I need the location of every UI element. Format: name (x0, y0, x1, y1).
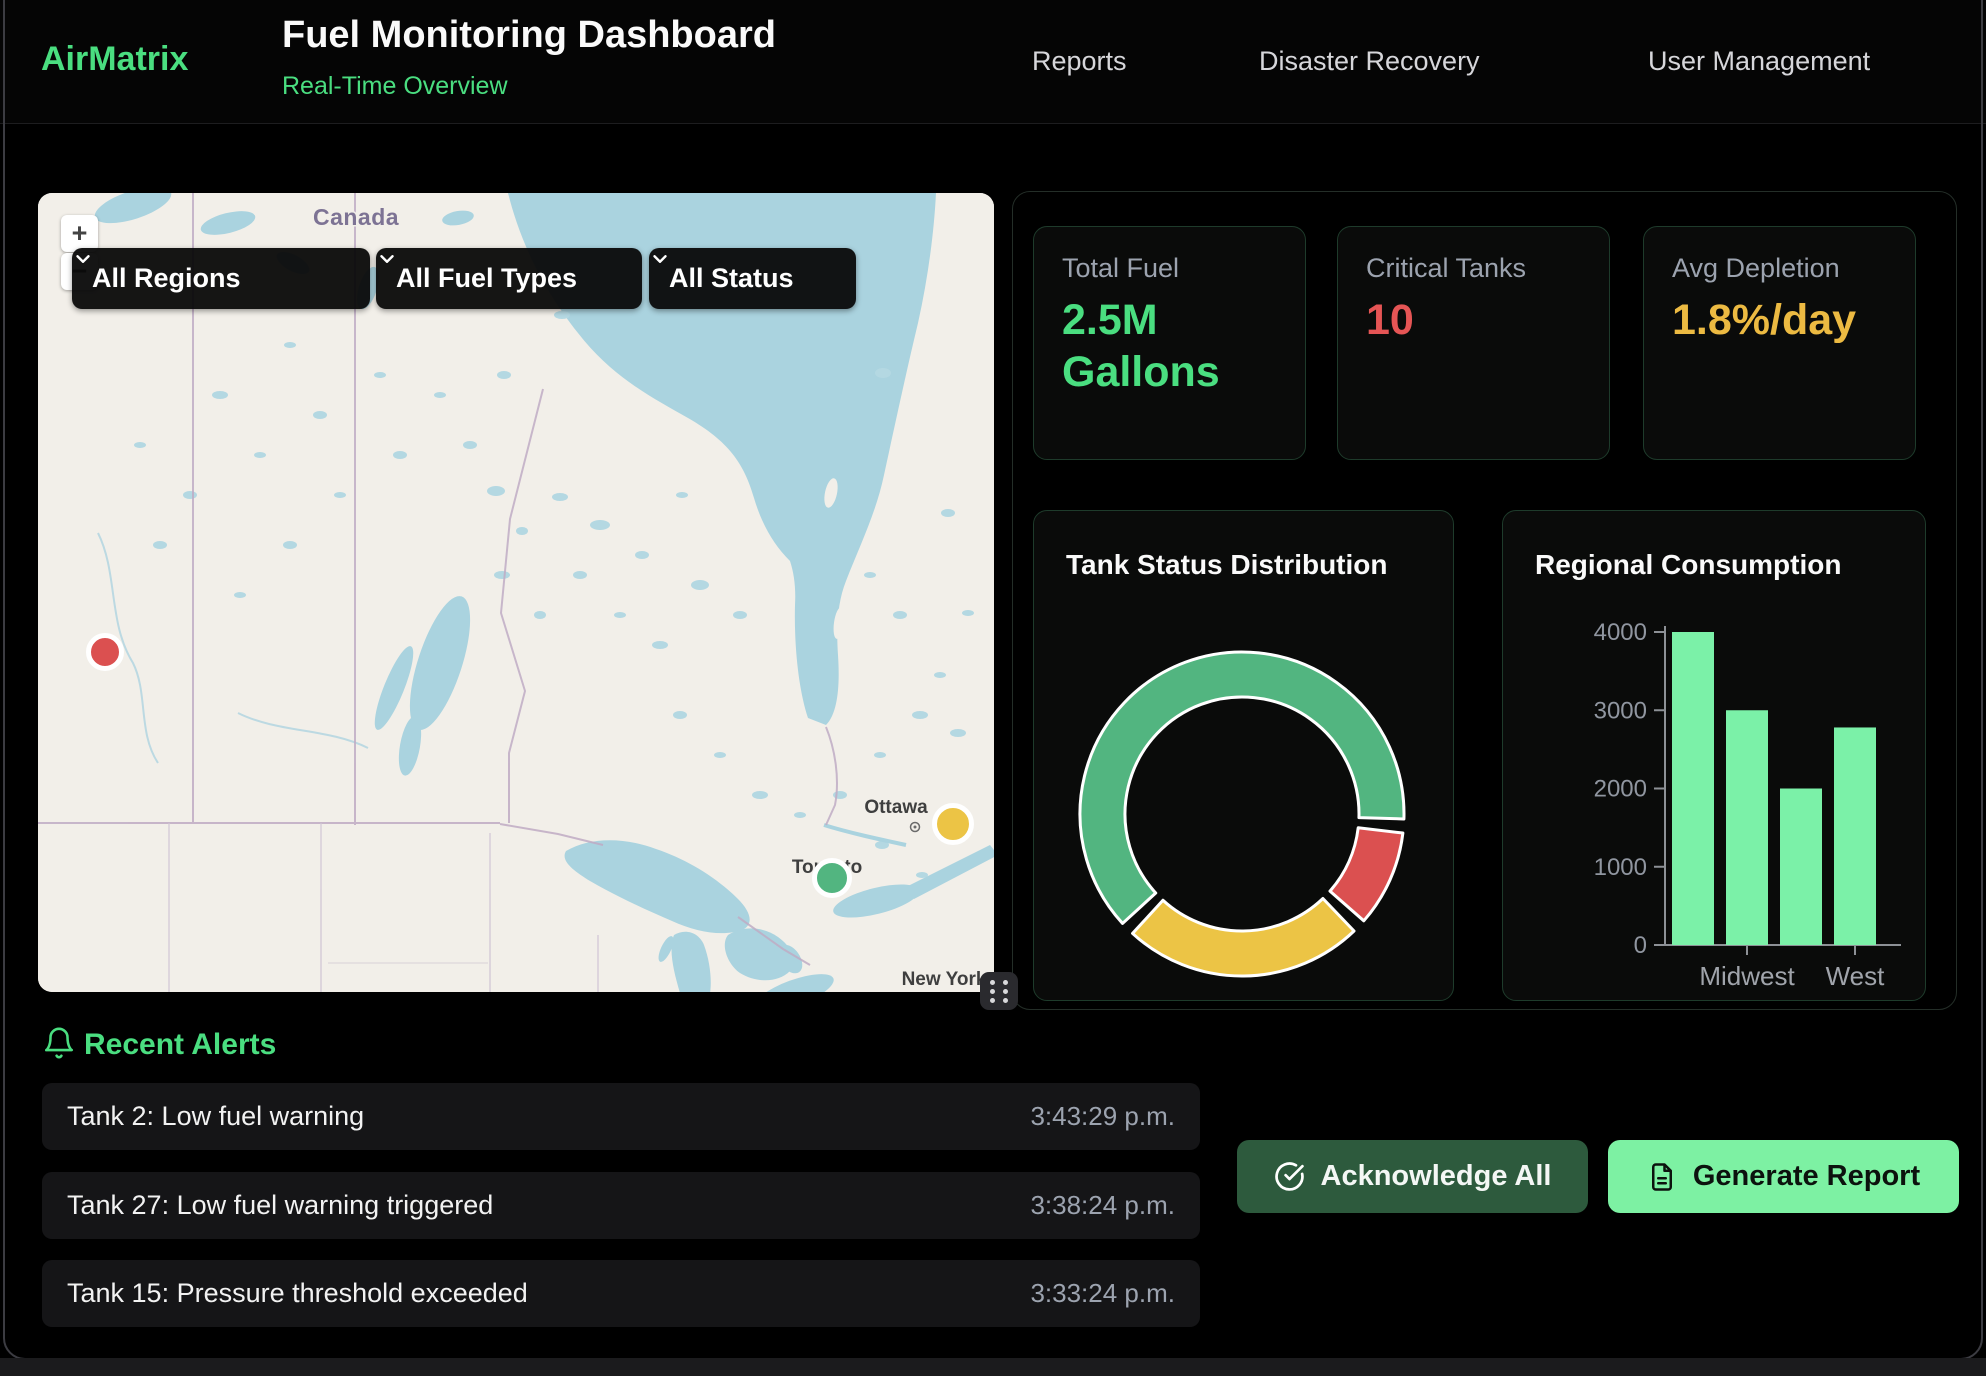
status-filter-dropdown[interactable]: All Status (649, 248, 856, 309)
svg-text:4000: 4000 (1594, 619, 1647, 646)
bottom-strip (0, 1358, 1986, 1376)
stat-label: Avg Depletion (1672, 253, 1840, 283)
bell-icon (44, 1027, 74, 1059)
alert-time: 3:33:24 p.m. (1030, 1278, 1175, 1308)
ottawa-city-symbol (909, 821, 921, 833)
brand-logo: AirMatrix (41, 40, 189, 78)
map-label-new-york: New York (902, 969, 987, 990)
alert-row[interactable]: Tank 2: Low fuel warning 3:43:29 p.m. (42, 1083, 1200, 1150)
chart-title: Tank Status Distribution (1066, 549, 1388, 580)
stat-label: Critical Tanks (1366, 253, 1527, 283)
stat-value: 10 (1366, 296, 1414, 344)
svg-text:West: West (1826, 961, 1886, 991)
metrics-panel: Total Fuel 2.5M Gallons Critical Tanks 1… (1012, 191, 1957, 1010)
svg-text:1000: 1000 (1594, 854, 1647, 881)
map[interactable]: Canada Ottawa Toronto New York + − All R… (38, 193, 994, 992)
tank-status-chart-panel: Tank Status Distribution (1033, 510, 1454, 1001)
map-label-ottawa: Ottawa (864, 797, 928, 818)
generate-report-button[interactable]: Generate Report (1608, 1140, 1959, 1213)
recent-alerts-title: Recent Alerts (84, 1028, 277, 1061)
page-subtitle: Real-Time Overview (282, 72, 508, 100)
alert-row[interactable]: Tank 15: Pressure threshold exceeded 3:3… (42, 1260, 1200, 1327)
svg-text:Midwest: Midwest (1699, 961, 1795, 991)
chevron-down-icon (76, 255, 90, 263)
acknowledge-all-label: Acknowledge All (1320, 1160, 1552, 1192)
generate-report-label: Generate Report (1692, 1160, 1921, 1192)
page-title: Fuel Monitoring Dashboard (282, 14, 776, 56)
fuel-type-filter-dropdown[interactable]: All Fuel Types (376, 248, 642, 309)
regional-consumption-bar-chart: 0 1000 2000 3000 4000 Midwest West (1594, 619, 1901, 991)
nav-reports[interactable]: Reports (1032, 46, 1127, 76)
alert-message: Tank 2: Low fuel warning (67, 1101, 365, 1131)
stat-value: 2.5M Gallons (1062, 296, 1220, 397)
map-label-canada: Canada (313, 204, 399, 230)
fuel-type-filter-value: All Fuel Types (396, 263, 578, 293)
alert-time: 3:38:24 p.m. (1030, 1190, 1175, 1220)
nav-disaster-recovery[interactable]: Disaster Recovery (1259, 46, 1480, 76)
regional-consumption-chart-panel: Regional Consumption 0 1000 2000 3000 4000 Mi… (1502, 510, 1926, 1001)
status-filter-value: All Status (669, 263, 794, 293)
map-zoom-in-button[interactable]: + (61, 215, 98, 252)
alert-time: 3:43:29 p.m. (1030, 1101, 1175, 1131)
alert-message: Tank 15: Pressure threshold exceeded (67, 1278, 528, 1308)
map-resize-handle[interactable] (980, 972, 1018, 1010)
alert-row[interactable]: Tank 27: Low fuel warning triggered 3:38… (42, 1172, 1200, 1239)
stat-value: 1.8%/day (1672, 296, 1857, 344)
tank-marker-normal[interactable] (812, 858, 852, 898)
region-filter-value: All Regions (92, 263, 241, 293)
acknowledge-all-button[interactable]: Acknowledge All (1237, 1140, 1588, 1213)
chart-title: Regional Consumption (1535, 549, 1842, 580)
check-circle-icon (1274, 1162, 1304, 1191)
nav-user-management[interactable]: User Management (1648, 46, 1871, 76)
svg-text:3000: 3000 (1594, 697, 1647, 724)
svg-text:0: 0 (1634, 932, 1647, 959)
stat-card-total-fuel: Total Fuel 2.5M Gallons (1033, 226, 1306, 460)
tank-marker-warning[interactable] (932, 803, 974, 845)
tank-status-donut-chart (1078, 650, 1406, 978)
stat-card-critical-tanks: Critical Tanks 10 (1337, 226, 1610, 460)
chevron-down-icon (653, 255, 667, 263)
alert-message: Tank 27: Low fuel warning triggered (67, 1190, 494, 1220)
chevron-down-icon (380, 255, 394, 263)
stat-card-avg-depletion: Avg Depletion 1.8%/day (1643, 226, 1916, 460)
region-filter-dropdown[interactable]: All Regions (72, 248, 370, 309)
svg-text:2000: 2000 (1594, 776, 1647, 803)
tank-marker-critical[interactable] (86, 633, 124, 671)
report-document-icon (1651, 1162, 1672, 1191)
app-header: AirMatrix Fuel Monitoring Dashboard Real… (0, 0, 1986, 124)
stat-label: Total Fuel (1062, 253, 1180, 283)
